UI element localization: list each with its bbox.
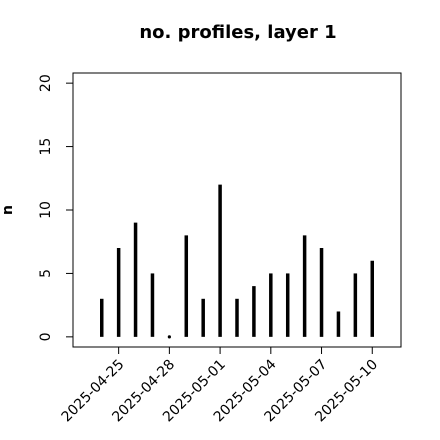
y-tick-label: 10	[38, 201, 54, 219]
chart-title: no. profiles, layer 1	[139, 22, 336, 43]
y-tick-label: 5	[38, 269, 54, 278]
y-axis-label: n	[0, 205, 16, 215]
y-tick-label: 0	[38, 332, 54, 341]
bar	[167, 335, 171, 339]
y-tick-label: 20	[38, 74, 54, 92]
y-tick-label: 15	[38, 138, 54, 156]
